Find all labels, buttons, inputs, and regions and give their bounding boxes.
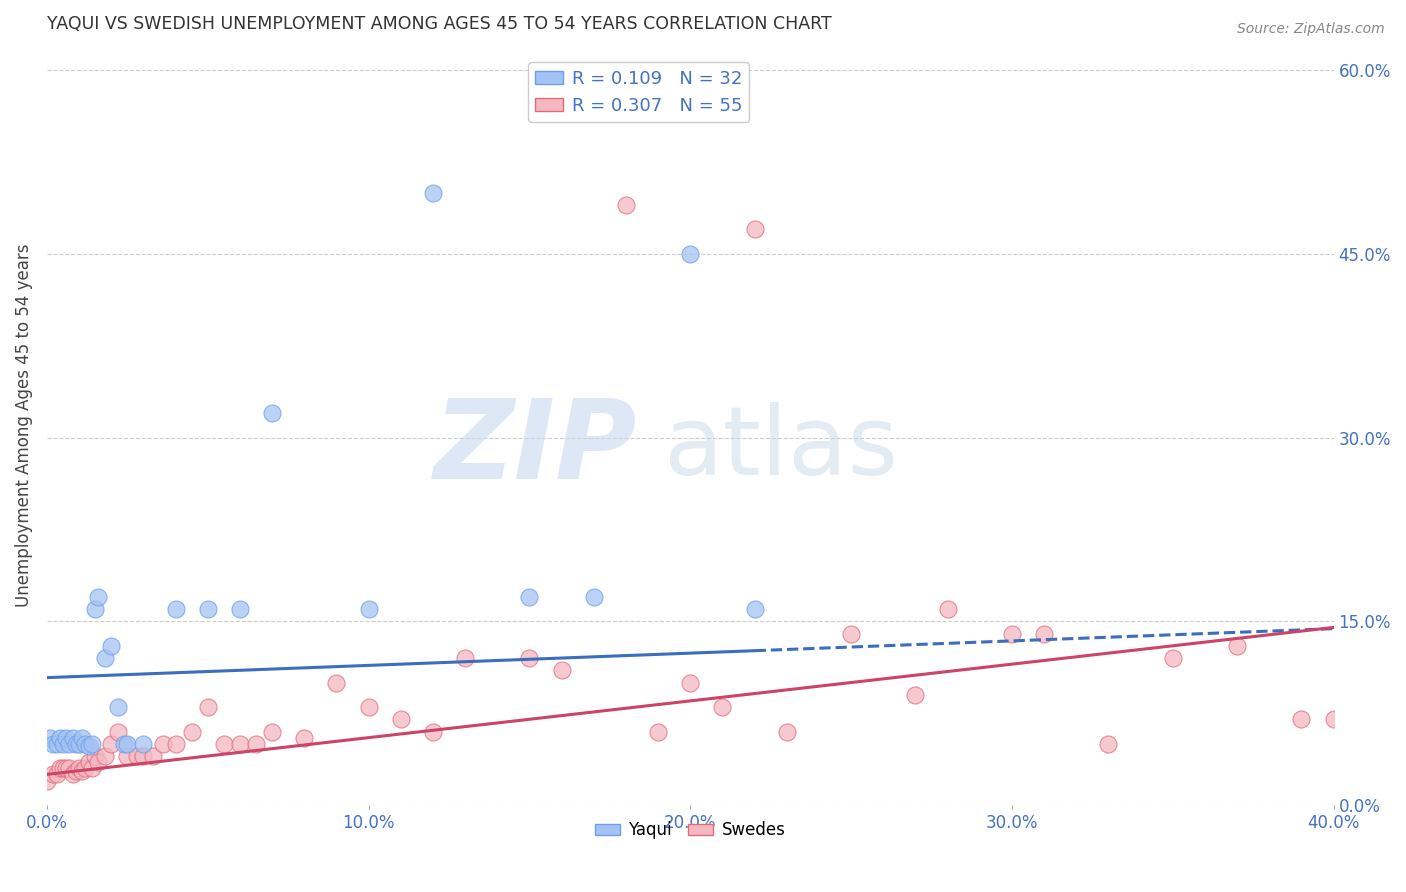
Point: [80, 737, 103, 751]
Point: [112, 737, 135, 751]
Point: [519, 651, 541, 665]
Point: [62, 767, 84, 781]
Point: [125, 749, 148, 764]
Point: [100, 639, 122, 653]
Point: [245, 737, 267, 751]
Point: [65, 737, 87, 751]
Point: [744, 222, 766, 236]
Point: [49, 761, 72, 775]
Point: [165, 737, 187, 751]
Point: [357, 700, 380, 714]
Point: [58, 737, 80, 751]
Point: [839, 626, 862, 640]
Point: [87, 590, 110, 604]
Point: [292, 731, 315, 745]
Text: ZIP: ZIP: [434, 394, 637, 501]
Point: [1097, 737, 1119, 751]
Point: [117, 749, 139, 764]
Point: [1001, 626, 1024, 640]
Point: [165, 602, 187, 616]
Text: YAQUI VS SWEDISH UNEMPLOYMENT AMONG AGES 45 TO 54 YEARS CORRELATION CHART: YAQUI VS SWEDISH UNEMPLOYMENT AMONG AGES…: [46, 15, 831, 33]
Point: [582, 590, 605, 604]
Point: [42, 737, 65, 751]
Point: [1033, 626, 1056, 640]
Point: [212, 737, 235, 751]
Point: [1161, 651, 1184, 665]
Point: [647, 724, 669, 739]
Point: [84, 749, 107, 764]
Point: [107, 700, 129, 714]
Point: [75, 761, 97, 775]
Point: [42, 767, 65, 781]
Point: [84, 602, 107, 616]
Point: [936, 602, 959, 616]
Point: [94, 749, 117, 764]
Point: [1291, 712, 1313, 726]
Point: [67, 737, 90, 751]
Point: [1323, 712, 1346, 726]
Point: [87, 755, 110, 769]
Legend: Yaqui, Swedes: Yaqui, Swedes: [588, 814, 793, 846]
Point: [45, 767, 67, 781]
Point: [100, 737, 122, 751]
Point: [75, 737, 97, 751]
Point: [55, 731, 77, 745]
Point: [77, 755, 100, 769]
Point: [550, 663, 572, 677]
Point: [72, 731, 94, 745]
Point: [132, 737, 155, 751]
Point: [229, 602, 252, 616]
Point: [904, 688, 927, 702]
Y-axis label: Unemployment Among Ages 45 to 54 years: Unemployment Among Ages 45 to 54 years: [15, 244, 32, 607]
Point: [107, 724, 129, 739]
Point: [152, 737, 174, 751]
Point: [325, 675, 347, 690]
Point: [80, 761, 103, 775]
Point: [55, 761, 77, 775]
Point: [776, 724, 799, 739]
Point: [65, 764, 87, 778]
Point: [422, 724, 444, 739]
Point: [77, 739, 100, 754]
Point: [49, 731, 72, 745]
Point: [614, 198, 637, 212]
Point: [180, 724, 202, 739]
Point: [45, 737, 67, 751]
Point: [132, 749, 155, 764]
Point: [142, 749, 165, 764]
Point: [58, 761, 80, 775]
Point: [519, 590, 541, 604]
Point: [389, 712, 412, 726]
Point: [262, 724, 284, 739]
Point: [454, 651, 477, 665]
Point: [67, 761, 90, 775]
Point: [72, 764, 94, 778]
Point: [744, 602, 766, 616]
Text: Source: ZipAtlas.com: Source: ZipAtlas.com: [1237, 22, 1385, 37]
Point: [94, 651, 117, 665]
Point: [39, 731, 62, 745]
Point: [52, 761, 75, 775]
Point: [357, 602, 380, 616]
Point: [262, 406, 284, 420]
Point: [229, 737, 252, 751]
Point: [62, 731, 84, 745]
Point: [422, 186, 444, 200]
Point: [117, 737, 139, 751]
Point: [52, 737, 75, 751]
Point: [197, 602, 219, 616]
Point: [1226, 639, 1249, 653]
Text: atlas: atlas: [662, 401, 898, 495]
Point: [35, 773, 58, 788]
Point: [679, 675, 702, 690]
Point: [679, 247, 702, 261]
Point: [197, 700, 219, 714]
Point: [711, 700, 734, 714]
